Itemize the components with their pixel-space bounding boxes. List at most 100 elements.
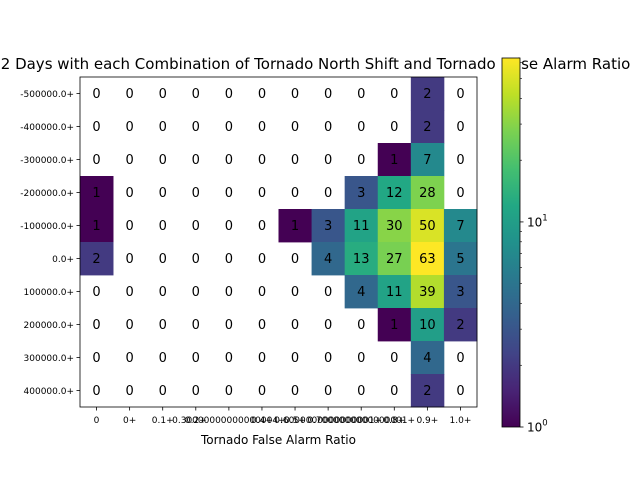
heatmap-cell <box>278 209 312 243</box>
cell-value-label: 0 <box>258 351 266 366</box>
cell-value-label: 0 <box>225 384 233 399</box>
heatmap-cell <box>410 374 445 408</box>
y-tick-label: -100000.0+ <box>20 222 74 232</box>
cell-value-label: 0 <box>192 153 200 168</box>
heatmap-cell <box>443 242 478 276</box>
cell-value-label: 0 <box>357 87 365 102</box>
cell-value-label: 2 <box>423 384 431 399</box>
heatmap-cell <box>311 242 346 276</box>
cell-value-label: 0 <box>225 219 233 234</box>
chart-title: Since 2002 Days with each Combination of… <box>0 55 630 73</box>
cell-value-label: 0 <box>291 285 299 300</box>
cell-value-label: 0 <box>357 384 365 399</box>
x-tick-label: 0.30000000000000004+ <box>172 416 285 426</box>
heatmap-cell <box>80 242 114 276</box>
cell-value-label: 0 <box>125 351 133 366</box>
cell-value-label: 11 <box>386 285 403 300</box>
cell-value-label: 0 <box>258 252 266 267</box>
cell-value-label: 10 <box>419 318 436 333</box>
cell-value-label: 3 <box>357 186 365 201</box>
cell-value-label: 0 <box>291 384 299 399</box>
cell-value-label: 1 <box>390 153 398 168</box>
cell-value-label: 0 <box>225 285 233 300</box>
cell-value-label: 4 <box>423 351 431 366</box>
heatmap-cell <box>410 242 445 276</box>
cell-value-label: 0 <box>291 186 299 201</box>
y-tick-label: 200000.0+ <box>24 321 74 331</box>
y-tick-label: -300000.0+ <box>20 156 74 166</box>
cell-value-label: 0 <box>357 153 365 168</box>
cell-value-label: 0 <box>390 120 398 135</box>
cell-value-label: 0 <box>291 252 299 267</box>
cell-value-label: 0 <box>192 384 200 399</box>
heatmap-cell <box>344 209 379 243</box>
heatmap-cell <box>377 275 412 309</box>
cell-value-label: 39 <box>419 285 436 300</box>
cell-value-label: 12 <box>386 186 403 201</box>
cell-value-label: 0 <box>159 318 167 333</box>
cell-value-label: 0 <box>291 318 299 333</box>
x-tick-label: 0.5+ <box>284 416 306 426</box>
cell-value-label: 11 <box>353 219 370 234</box>
cell-value-label: 0 <box>357 120 365 135</box>
cell-value-label: 0 <box>225 318 233 333</box>
cell-value-label: 0 <box>159 186 167 201</box>
heatmap-cell <box>443 209 478 243</box>
cell-value-label: 3 <box>456 285 464 300</box>
y-tick-label: 300000.0+ <box>24 354 74 364</box>
colorbar-ticks: 100 101 <box>520 62 548 435</box>
cell-value-label: 0 <box>92 285 100 300</box>
y-tick-label: -200000.0+ <box>20 189 74 199</box>
cell-value-label: 0 <box>159 219 167 234</box>
cell-value-label: 0 <box>225 87 233 102</box>
cell-value-label: 50 <box>419 219 436 234</box>
heatmap-cell <box>344 242 379 276</box>
cell-value-label: 0 <box>125 318 133 333</box>
cell-value-label: 0 <box>92 87 100 102</box>
x-tick-label: 0.4+ <box>251 416 273 426</box>
cell-value-label: 0 <box>225 153 233 168</box>
cell-value-label: 0 <box>159 285 167 300</box>
heatmap-cell <box>311 209 346 243</box>
x-tick-label: 0.2+ <box>185 416 207 426</box>
cell-value-label: 0 <box>192 219 200 234</box>
cell-value-label: 0 <box>291 120 299 135</box>
cell-value-label: 0 <box>159 120 167 135</box>
colorbar-tick-label: 100 <box>527 419 548 435</box>
cell-value-label: 0 <box>258 318 266 333</box>
cell-value-label: 0 <box>258 219 266 234</box>
cell-labels-layer: 0 0 0 0 0 0 0 0 0 0 2 00 0 0 0 0 0 0 0 0 0 2 00 0 0 0 0 0 0 0 0 1 7 01 0 0 0… <box>92 87 464 399</box>
x-axis: 0 0+ 0.1+ 0.2+0.30000000000000004+0.4+ 0.5+0… <box>94 407 471 426</box>
heatmap-cell <box>410 341 445 375</box>
cell-value-label: 0 <box>125 153 133 168</box>
cell-value-label: 7 <box>456 219 464 234</box>
heatmap-cell <box>80 209 114 243</box>
cell-value-label: 0 <box>258 87 266 102</box>
cell-value-label: 63 <box>419 252 436 267</box>
cell-value-label: 0 <box>125 120 133 135</box>
cell-value-label: 0 <box>225 252 233 267</box>
cell-value-label: 1 <box>92 186 100 201</box>
cell-value-label: 0 <box>390 351 398 366</box>
cells-layer <box>80 77 478 408</box>
x-tick-label: 0.6000000000000001+ <box>274 416 382 426</box>
heatmap-cell <box>377 209 412 243</box>
heatmap-cell <box>344 275 379 309</box>
cell-value-label: 0 <box>324 285 332 300</box>
cell-value-label: 0 <box>258 186 266 201</box>
cell-value-label: 0 <box>92 351 100 366</box>
cell-value-label: 0 <box>125 252 133 267</box>
colorbar <box>501 57 521 428</box>
heatmap-cell <box>344 176 379 210</box>
cell-value-label: 0 <box>159 351 167 366</box>
heatmap-cell <box>443 308 478 342</box>
cell-value-label: 3 <box>324 219 332 234</box>
cell-value-label: 0 <box>324 120 332 135</box>
cell-value-label: 7 <box>423 153 431 168</box>
heatmap-cell <box>377 143 412 177</box>
cell-value-label: 30 <box>386 219 403 234</box>
cell-value-label: 0 <box>92 384 100 399</box>
cell-value-label: 0 <box>258 285 266 300</box>
